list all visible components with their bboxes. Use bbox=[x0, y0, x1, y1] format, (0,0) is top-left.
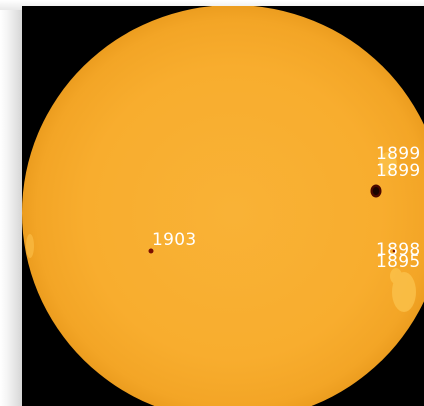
limb-plage-region bbox=[26, 234, 34, 258]
sunspot-1898-mark bbox=[392, 249, 396, 253]
solar-disk-svg bbox=[22, 6, 424, 406]
sun-disk bbox=[22, 6, 424, 406]
sunspot-label-1899-top: 1899 bbox=[376, 144, 421, 164]
sunspot-label-1899-bottom: 1899 bbox=[376, 161, 421, 181]
sunspot-1903-mark bbox=[148, 248, 154, 254]
sunspot-label-1895: 1895 bbox=[376, 252, 421, 272]
sunspot-label-1903: 1903 bbox=[152, 230, 197, 250]
left-shadow bbox=[0, 0, 22, 406]
solar-disk-image: 1903 1899 1899 1898 1895 bbox=[22, 6, 424, 406]
bright-plage-region bbox=[379, 152, 416, 312]
sunspot-1899-umbra bbox=[372, 187, 380, 195]
sunspot-label-1898: 1898 bbox=[376, 240, 421, 260]
